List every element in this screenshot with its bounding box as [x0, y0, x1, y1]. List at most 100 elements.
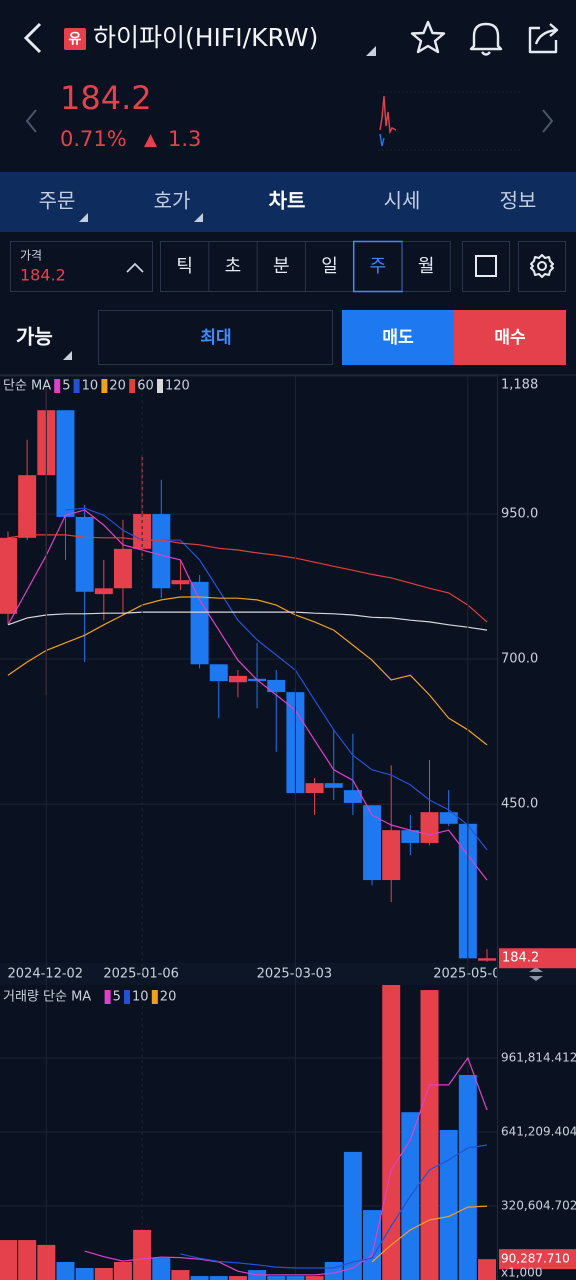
- alarm-button[interactable]: [469, 22, 503, 56]
- drawing-icon: [475, 255, 497, 277]
- period-button[interactable]: 틱: [176, 256, 193, 277]
- legend-name: 10: [82, 379, 99, 394]
- x-tick-label: 2024-12-02: [8, 967, 84, 982]
- legend-name: 20: [109, 379, 126, 394]
- legend-name: 20: [160, 990, 177, 1005]
- date-axis-band: [0, 963, 576, 985]
- tab[interactable]: 호가: [154, 189, 191, 213]
- volume-bar: [286, 1276, 305, 1280]
- period-button[interactable]: 분: [273, 256, 290, 277]
- change-arrow: ▲: [144, 130, 158, 150]
- tab[interactable]: 차트: [269, 189, 306, 213]
- date-labels: 2024-12-02 2025-01-06 2025-03-03 2025-05-0: [8, 967, 497, 982]
- period-button[interactable]: 일: [321, 256, 338, 277]
- legend-swatch: [151, 990, 158, 1004]
- last-volume-tag: [499, 1249, 576, 1270]
- back-button[interactable]: [23, 22, 42, 54]
- candle-body: [382, 830, 401, 881]
- volume-bar: [420, 990, 439, 1280]
- favorite-button[interactable]: [410, 20, 446, 54]
- volume-bar: [478, 1259, 496, 1280]
- ma-line: [180, 1144, 488, 1269]
- market-title[interactable]: 하이파이(HIFI/KRW): [93, 23, 318, 52]
- volume-bar: [305, 1276, 324, 1280]
- max-text: 최대: [200, 328, 231, 348]
- candle-body: [152, 514, 171, 589]
- price-box-value: 184.2: [20, 266, 66, 285]
- sell-button[interactable]: [342, 310, 454, 365]
- title-dropdown[interactable]: [366, 46, 376, 56]
- volume-bar: [382, 985, 401, 1280]
- period-group: [160, 241, 451, 292]
- ma-line: [371, 1205, 488, 1263]
- candle-body: [305, 783, 324, 794]
- volume-bar: [94, 1267, 113, 1280]
- drawing-button[interactable]: [462, 241, 510, 292]
- max-button[interactable]: [98, 310, 333, 365]
- candle-body: [75, 516, 94, 592]
- candle-body: [363, 805, 382, 881]
- tab[interactable]: 주문: [39, 189, 76, 213]
- change-percent: 0.71%: [60, 127, 127, 151]
- volume-bar: [75, 1267, 94, 1280]
- volume-bar: [458, 1075, 477, 1280]
- share-button[interactable]: [528, 23, 559, 54]
- tab-bar: [0, 172, 576, 232]
- legend-swatch: [54, 379, 61, 393]
- available-label[interactable]: 가능: [16, 325, 53, 349]
- available-dropdown[interactable]: [63, 351, 72, 360]
- legend-swatch: [101, 379, 108, 393]
- candle-body: [439, 812, 458, 824]
- axis-scale-handle[interactable]: [529, 967, 543, 981]
- ma-line: [65, 507, 488, 851]
- legend-name: 60: [137, 379, 154, 394]
- last-volume-label: 90,287.710: [501, 1252, 570, 1266]
- mini-chart: [378, 91, 520, 151]
- candle-body: [56, 410, 75, 517]
- settings-button[interactable]: [518, 241, 566, 292]
- candle-body: [18, 475, 37, 538]
- volume-bar: [133, 1229, 152, 1280]
- volume-bar: [343, 1151, 362, 1280]
- y-tick-label: 320,604.702: [501, 1198, 576, 1212]
- volume-bar: [37, 1244, 56, 1280]
- volume-bar: [439, 1129, 458, 1280]
- prev-button[interactable]: [25, 109, 37, 133]
- y-tick-label: 700.0: [501, 652, 538, 667]
- ma-line: [7, 534, 488, 623]
- price-box[interactable]: [10, 241, 153, 292]
- warning-badge: [64, 28, 86, 50]
- volume-bar: [0, 1240, 17, 1280]
- tab-dropdown: [194, 213, 203, 222]
- change-amount: 1.3: [168, 127, 201, 151]
- y-tick-label: 961,814.412: [501, 1050, 576, 1064]
- tab[interactable]: 정보: [500, 189, 537, 213]
- legend-swatch: [124, 990, 130, 1004]
- tab[interactable]: 시세: [384, 189, 421, 213]
- y-tick-label: 641,209.404: [501, 1124, 576, 1138]
- volume-bar: [56, 1261, 75, 1280]
- candle-body: [324, 783, 343, 788]
- volume-bar: [152, 1258, 171, 1280]
- next-button[interactable]: [542, 109, 554, 133]
- legend-name: 5: [113, 990, 121, 1005]
- legend-label: 거래량 단순 MA: [3, 990, 91, 1005]
- candle-body: [228, 675, 247, 683]
- x-tick-label: 2025-01-06: [103, 967, 179, 982]
- candle-body: [401, 830, 420, 843]
- period-button[interactable]: 주: [370, 256, 387, 277]
- unit-label: x1,000: [501, 1266, 542, 1280]
- candle-body: [94, 588, 113, 595]
- y-tick-label: 450.0: [501, 797, 538, 812]
- volume-bar: [228, 1276, 247, 1280]
- candle-body: [171, 580, 190, 585]
- buy-text: 매수: [494, 328, 526, 348]
- period-button[interactable]: 초: [225, 256, 242, 277]
- ma-line: [7, 596, 488, 746]
- candle-body: [113, 548, 132, 589]
- candle-body: [267, 679, 286, 693]
- period-button[interactable]: 월: [418, 256, 435, 277]
- legend-name: 10: [132, 990, 149, 1005]
- buy-button[interactable]: [454, 310, 566, 365]
- current-price: 184.2: [60, 79, 152, 117]
